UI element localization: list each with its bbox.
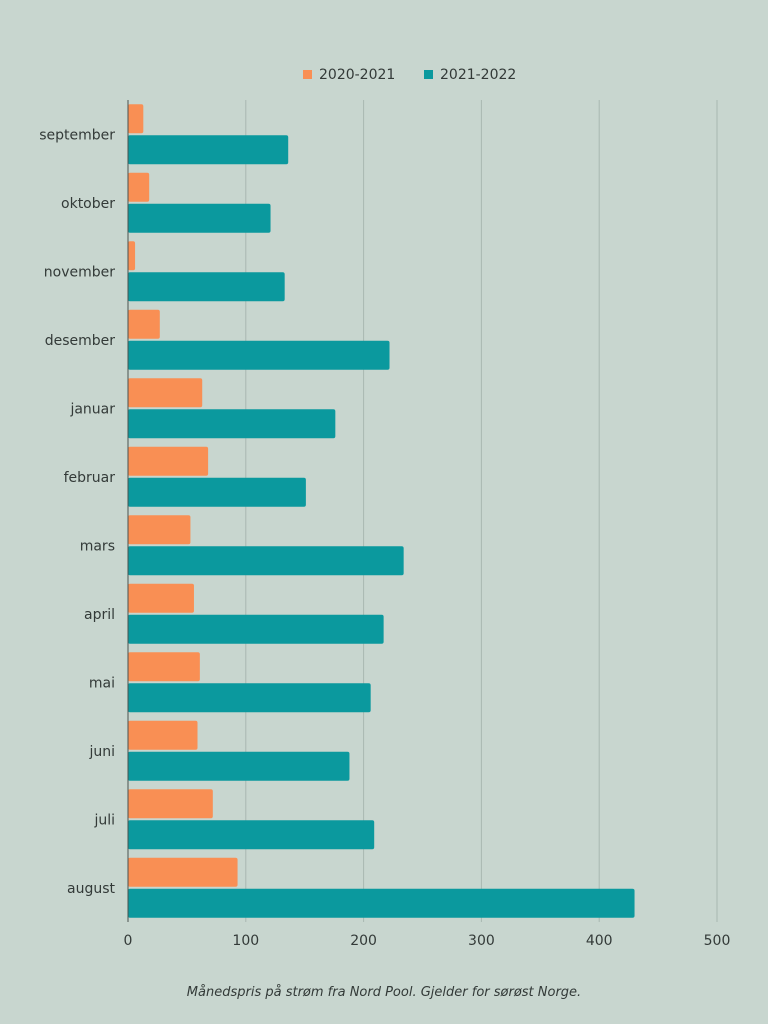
x-tick-label-0: 0	[124, 933, 133, 949]
chart-caption: Månedspris på strøm fra Nord Pool. Gjeld…	[186, 985, 582, 1000]
x-tick-label-300: 300	[468, 933, 495, 949]
y-category-label-juli: juli	[93, 812, 115, 828]
legend-label-2021-2022: 2021-2022	[440, 67, 516, 83]
y-category-label-oktober: oktober	[61, 196, 115, 212]
bar-chart-svg: 0 100 200 300 400 500 september oktober november…	[39, 67, 730, 949]
bar-2020-2021-juni	[128, 720, 198, 750]
bar-2020-2021-desember	[128, 309, 160, 339]
y-category-label-juni: juni	[88, 744, 115, 760]
bar-2021-2022-mai	[128, 683, 371, 713]
bar-2020-2021-august	[128, 857, 238, 887]
y-category-label-mai: mai	[89, 675, 115, 691]
y-category-label-november: november	[44, 264, 115, 280]
y-category-label-mars: mars	[80, 538, 115, 554]
bar-2021-2022-februar	[128, 477, 306, 507]
bar-2021-2022-mars	[128, 546, 404, 576]
y-category-label-desember: desember	[45, 333, 116, 349]
bar-2020-2021-mai	[128, 652, 200, 682]
bar-2021-2022-september	[128, 135, 289, 165]
y-category-label-september: september	[39, 127, 115, 143]
bar-2020-2021-mars	[128, 515, 191, 545]
legend-label-2020-2021: 2020-2021	[319, 67, 395, 83]
bar-2021-2022-oktober	[128, 203, 271, 233]
bar-2020-2021-februar	[128, 446, 209, 476]
bars	[128, 104, 635, 918]
legend-swatch-2020-2021	[303, 70, 312, 79]
axes: 0 100 200 300 400 500 september oktober november…	[39, 100, 730, 949]
bar-2020-2021-november	[128, 241, 136, 271]
y-category-label-januar: januar	[69, 401, 115, 417]
x-tick-label-200: 200	[350, 933, 377, 949]
bar-2020-2021-april	[128, 583, 194, 613]
bar-2021-2022-januar	[128, 409, 336, 439]
x-tick-label-400: 400	[586, 933, 613, 949]
bar-2021-2022-juni	[128, 751, 350, 781]
bar-2020-2021-oktober	[128, 172, 150, 202]
bar-2021-2022-juli	[128, 820, 375, 850]
bar-2021-2022-desember	[128, 340, 390, 370]
bar-2020-2021-juli	[128, 789, 213, 819]
gridlines	[245, 100, 718, 922]
y-category-label-april: april	[84, 607, 115, 623]
legend-swatch-2021-2022	[424, 70, 433, 79]
x-tick-label-100: 100	[232, 933, 259, 949]
bar-2021-2022-november	[128, 272, 285, 302]
x-tick-label-500: 500	[704, 933, 731, 949]
bar-2021-2022-august	[128, 888, 635, 918]
legend: 2020-2021 2021-2022	[303, 67, 516, 83]
bar-2021-2022-april	[128, 614, 384, 644]
bar-2020-2021-september	[128, 104, 144, 134]
y-category-label-august: august	[67, 881, 116, 897]
bar-2020-2021-januar	[128, 378, 203, 408]
y-category-label-februar: februar	[64, 470, 116, 486]
